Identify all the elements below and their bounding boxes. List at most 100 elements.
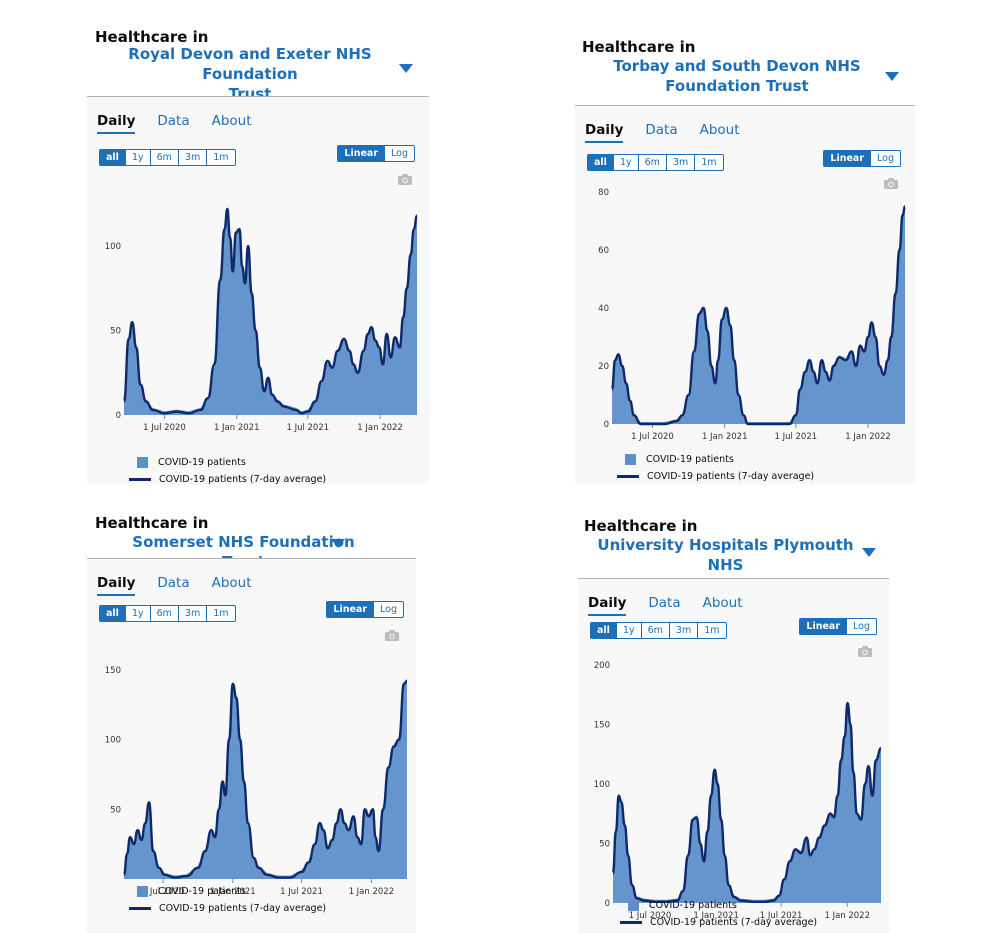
x-tick-label: 1 Jul 2020: [629, 911, 672, 921]
x-tick-label: 1 Jul 2021: [774, 432, 817, 442]
tab-daily[interactable]: Daily: [97, 113, 136, 134]
scale-log-button[interactable]: Log: [877, 153, 894, 164]
range-1y-button[interactable]: 1y: [614, 155, 639, 170]
caret-down-icon[interactable]: [399, 64, 413, 73]
camera-icon[interactable]: [857, 645, 873, 658]
y-tick-label: 50: [110, 327, 121, 337]
camera-icon[interactable]: [384, 629, 400, 642]
trust-panel: Healthcare in Royal Devon and Exeter NHS …: [87, 28, 429, 485]
y-tick-label: 40: [598, 304, 609, 314]
tab-data[interactable]: Data: [157, 575, 190, 591]
range-3m-button[interactable]: 3m: [179, 150, 208, 165]
scale-linear-button[interactable]: Linear: [338, 146, 386, 161]
scale-linear-button[interactable]: Linear: [824, 151, 872, 166]
chart-legend: COVID-19 patients COVID-19 patients (7-da…: [617, 451, 814, 485]
range-1m-button[interactable]: 1m: [213, 152, 229, 163]
chart-legend: COVID-19 patients COVID-19 patients (7-da…: [620, 897, 817, 931]
scale-log-button[interactable]: Log: [391, 148, 408, 159]
x-tick-label: 1 Jul 2020: [142, 887, 185, 897]
tab-data[interactable]: Data: [645, 122, 678, 138]
legend-item-average: COVID-19 patients (7-day average): [129, 471, 326, 488]
scale-log-button[interactable]: Log: [853, 621, 870, 632]
chart-legend: COVID-19 patients COVID-19 patients (7-da…: [129, 454, 326, 488]
legend-item-average: COVID-19 patients (7-day average): [617, 468, 814, 485]
x-tick-label: 1 Jul 2020: [143, 423, 186, 433]
range-1m-button[interactable]: 1m: [213, 608, 229, 619]
range-all-button[interactable]: all: [100, 606, 126, 621]
tab-daily[interactable]: Daily: [585, 122, 624, 143]
hospital-patients-chart: 50 100 150 1 Jul 2020 1 Jan 2021 1 Jul 2021 1 …: [105, 666, 408, 897]
caret-down-icon[interactable]: [885, 72, 899, 81]
range-1m-button[interactable]: 1m: [701, 157, 717, 168]
caret-down-icon[interactable]: [331, 539, 345, 548]
scale-log-button[interactable]: Log: [380, 604, 397, 615]
legend-swatch-line: [620, 921, 642, 924]
tab-about[interactable]: About: [702, 595, 743, 611]
x-tick-label: 1 Jan 2021: [702, 432, 748, 442]
range-3m-button[interactable]: 3m: [667, 155, 696, 170]
x-tick-label: 1 Jan 2021: [210, 887, 256, 897]
healthcare-in-label: Healthcare in: [582, 38, 696, 56]
trust-select-dropdown[interactable]: Somerset NHS Foundation Trust: [87, 532, 416, 571]
scale-linear-button[interactable]: Linear: [800, 619, 848, 634]
y-tick-label: 0: [604, 420, 609, 430]
trust-name-line: Foundation Trust: [665, 77, 809, 95]
range-3m-button[interactable]: 3m: [670, 623, 699, 638]
tab-daily[interactable]: Daily: [588, 595, 627, 616]
range-all-button[interactable]: all: [100, 150, 126, 165]
range-all-button[interactable]: all: [588, 155, 614, 170]
series-7day-average-line: [610, 205, 907, 426]
trust-select-dropdown[interactable]: Torbay and South Devon NHS Foundation Tru…: [575, 56, 915, 96]
range-all-button[interactable]: all: [591, 623, 617, 638]
range-6m-button[interactable]: 6m: [642, 623, 670, 638]
range-1y-button[interactable]: 1y: [126, 150, 151, 165]
legend-swatch-line: [129, 478, 151, 481]
y-tick-label: 80: [598, 188, 609, 198]
camera-icon[interactable]: [397, 173, 413, 186]
tab-about[interactable]: About: [211, 575, 252, 591]
trust-select-dropdown[interactable]: University Hospitals Plymouth NHSTrust: [578, 535, 889, 594]
legend-label: COVID-19 patients (7-day average): [647, 471, 815, 482]
camera-icon[interactable]: [883, 177, 899, 190]
trust-select-dropdown[interactable]: Royal Devon and Exeter NHS Foundation Tru…: [87, 44, 429, 103]
tab-data[interactable]: Data: [157, 113, 190, 129]
legend-swatch-area: [137, 886, 148, 897]
tab-about[interactable]: About: [699, 122, 740, 138]
legend-label: COVID-19 patients: [158, 457, 246, 468]
range-6m-button[interactable]: 6m: [151, 606, 179, 621]
healthcare-in-label: Healthcare in: [95, 514, 209, 532]
y-tick-label: 50: [599, 839, 610, 849]
x-tick-label: 1 Jan 2021: [214, 423, 260, 433]
range-3m-button[interactable]: 3m: [179, 606, 208, 621]
range-1y-button[interactable]: 1y: [126, 606, 151, 621]
scale-selector: Linear Log: [823, 150, 901, 167]
range-6m-button[interactable]: 6m: [639, 155, 667, 170]
legend-swatch-area: [137, 457, 148, 468]
legend-item-average: COVID-19 patients (7-day average): [129, 900, 326, 917]
scale-selector: Linear Log: [326, 601, 404, 618]
time-range-selector: all 1y 6m 3m 1m: [587, 154, 724, 171]
tab-about[interactable]: About: [211, 113, 252, 129]
range-6m-button[interactable]: 6m: [151, 150, 179, 165]
x-tick-label: 1 Jul 2020: [631, 432, 674, 442]
range-1m-button[interactable]: 1m: [704, 625, 720, 636]
trust-name: Royal Devon and Exeter NHS Foundation Tru…: [90, 44, 410, 104]
caret-down-icon[interactable]: [862, 548, 876, 557]
tab-data[interactable]: Data: [648, 595, 681, 611]
x-tick-label: 1 Jul 2021: [286, 423, 329, 433]
range-1y-button[interactable]: 1y: [617, 623, 642, 638]
legend-label: COVID-19 patients: [646, 454, 734, 465]
y-tick-label: 150: [105, 666, 121, 676]
scale-linear-button[interactable]: Linear: [327, 602, 375, 617]
tab-bar: Daily Data About: [97, 575, 274, 596]
y-tick-label: 50: [110, 805, 121, 815]
tab-daily[interactable]: Daily: [97, 575, 136, 596]
legend-swatch-line: [129, 907, 151, 910]
series-daily-area: [124, 206, 417, 415]
legend-label: COVID-19 patients (7-day average): [159, 474, 327, 485]
legend-item-daily: COVID-19 patients: [129, 454, 326, 471]
y-tick-label: 100: [105, 242, 121, 252]
trust-panel: Healthcare in Torbay and South Devon NHS F…: [575, 38, 915, 485]
trust-name: Torbay and South Devon NHS Foundation Tru…: [577, 56, 897, 96]
time-range-selector: all 1y 6m 3m 1m: [99, 149, 236, 166]
